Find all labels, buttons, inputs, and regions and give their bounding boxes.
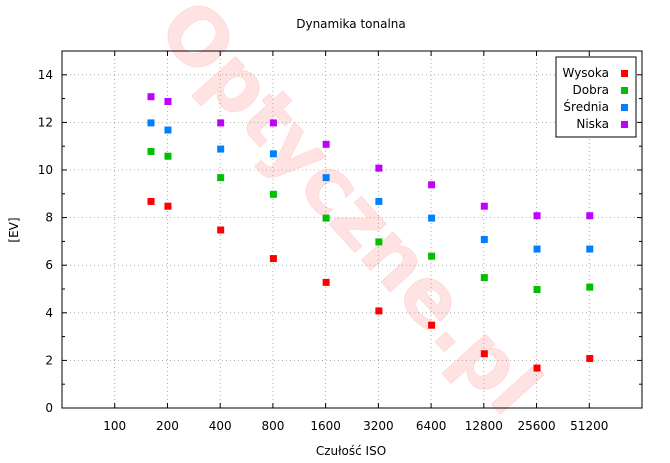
- data-point: [480, 274, 488, 282]
- data-point: [164, 97, 172, 105]
- data-point: [428, 252, 436, 260]
- axis-ticks: 0 2 4 6 8 10 12 14 100 200 400 800 1600 3200 6400 12800…: [38, 51, 642, 433]
- data-point: [322, 214, 330, 222]
- data-point: [533, 245, 541, 253]
- data-point: [147, 197, 155, 205]
- y-tick-label: 0: [45, 401, 53, 415]
- data-point: [586, 283, 594, 291]
- data-point: [269, 190, 277, 198]
- x-tick-label: 25600: [517, 419, 555, 433]
- x-tick-label: 100: [103, 419, 126, 433]
- data-points: [147, 93, 594, 372]
- chart-title: Dynamika tonalna: [296, 17, 406, 31]
- data-point: [586, 245, 594, 253]
- x-tick-label: 6400: [416, 419, 447, 433]
- series--rednia: [147, 119, 594, 253]
- y-tick-label: 2: [45, 353, 53, 367]
- legend-marker: [621, 104, 628, 111]
- data-point: [217, 119, 225, 127]
- y-tick-label: 4: [45, 306, 53, 320]
- x-tick-label: 12800: [465, 419, 503, 433]
- x-tick-label: 400: [209, 419, 232, 433]
- data-point: [217, 145, 225, 153]
- data-point: [586, 355, 594, 363]
- y-tick-label: 12: [38, 115, 53, 129]
- legend-marker: [621, 121, 628, 128]
- data-point: [322, 174, 330, 182]
- data-point: [428, 321, 436, 329]
- data-point: [322, 140, 330, 148]
- data-point: [480, 202, 488, 210]
- legend-label: Dobra: [573, 83, 610, 97]
- grid: [62, 51, 642, 408]
- x-tick-label: 200: [156, 419, 179, 433]
- legend: Wysoka Dobra Średnia Niska: [555, 56, 637, 138]
- series-wysoka: [147, 197, 594, 372]
- y-tick-label: 6: [45, 258, 53, 272]
- data-point: [480, 350, 488, 358]
- data-point: [533, 364, 541, 372]
- data-point: [322, 278, 330, 286]
- data-point: [164, 152, 172, 160]
- data-point: [375, 307, 383, 315]
- data-point: [164, 202, 172, 210]
- data-point: [217, 174, 225, 182]
- y-tick-label: 14: [38, 68, 53, 82]
- x-tick-label: 51200: [570, 419, 608, 433]
- data-point: [269, 119, 277, 127]
- x-tick-label: 3200: [363, 419, 394, 433]
- data-point: [375, 238, 383, 246]
- data-point: [533, 286, 541, 293]
- data-point: [164, 126, 172, 134]
- x-tick-label: 800: [261, 419, 284, 433]
- legend-label: Niska: [576, 117, 609, 131]
- series-niska: [147, 93, 594, 220]
- data-point: [269, 150, 277, 158]
- data-point: [375, 164, 383, 172]
- data-point: [428, 214, 436, 222]
- data-point: [586, 212, 594, 220]
- data-point: [147, 93, 155, 101]
- y-tick-label: 8: [45, 211, 53, 225]
- data-point: [269, 255, 277, 263]
- legend-marker: [621, 87, 628, 94]
- legend-label: Wysoka: [563, 66, 609, 80]
- y-axis-label: [EV]: [7, 217, 21, 242]
- legend-label: Średnia: [563, 99, 609, 114]
- plot-frame: [61, 50, 643, 409]
- watermark: Optyczne.pl: [141, 0, 558, 432]
- data-point: [533, 212, 541, 220]
- x-tick-label: 1600: [310, 419, 341, 433]
- data-point: [147, 147, 155, 155]
- data-point: [375, 197, 383, 205]
- data-point: [480, 236, 488, 244]
- y-tick-label: 10: [38, 163, 53, 177]
- series-dobra: [147, 147, 594, 293]
- legend-marker: [621, 70, 628, 77]
- x-axis-label: Czułość ISO: [316, 444, 386, 458]
- data-point: [217, 226, 225, 234]
- data-point: [428, 181, 436, 189]
- data-point: [147, 119, 155, 127]
